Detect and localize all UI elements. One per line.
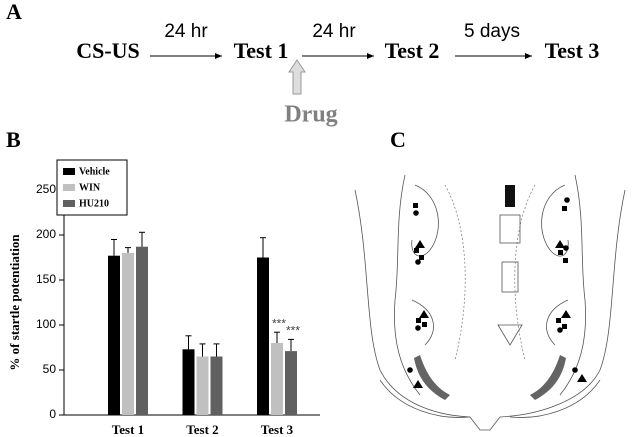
timeline-step: CS-US [76, 38, 140, 63]
y-tick-label: 100 [36, 317, 56, 331]
timeline-step: Test 2 [385, 38, 440, 63]
legend-label: WIN [79, 182, 101, 193]
legend-label: HU210 [79, 198, 109, 209]
legend-swatch [63, 200, 75, 207]
panel-label: B [6, 127, 21, 152]
panel-label: C [390, 127, 406, 152]
drug-label: Drug [284, 102, 337, 128]
x-tick-label: Test 2 [186, 422, 218, 437]
bar [196, 356, 209, 415]
brain-atlas [354, 174, 626, 431]
y-tick-label: 0 [49, 407, 56, 421]
legend-label: Vehicle [79, 166, 110, 177]
timeline-step: Test 1 [234, 38, 289, 63]
bar [271, 343, 283, 415]
interval-label: 24 hr [164, 21, 208, 42]
bar [257, 257, 269, 415]
significance-label: *** [272, 316, 286, 330]
panel-label: A [6, 0, 22, 24]
significance-label: *** [286, 324, 300, 338]
legend-swatch [63, 168, 75, 175]
y-axis-label: % of startle potentiation [7, 234, 22, 371]
drug-arrow [288, 59, 306, 95]
bar [122, 253, 134, 415]
interval-label: 24 hr [312, 21, 356, 42]
y-tick-label: 150 [36, 272, 56, 286]
bar [182, 349, 195, 415]
y-tick-label: 50 [43, 362, 57, 376]
x-tick-label: Test 1 [112, 422, 144, 437]
bar [210, 356, 223, 415]
bar [108, 255, 120, 415]
y-tick-label: 250 [36, 182, 56, 196]
timeline-step: Test 3 [545, 38, 600, 63]
x-tick-label: Test 3 [261, 422, 294, 437]
bar [285, 351, 297, 415]
interval-label: 5 days [464, 21, 520, 42]
y-tick-label: 200 [36, 227, 56, 241]
bar [136, 246, 148, 415]
legend-swatch [63, 184, 75, 191]
